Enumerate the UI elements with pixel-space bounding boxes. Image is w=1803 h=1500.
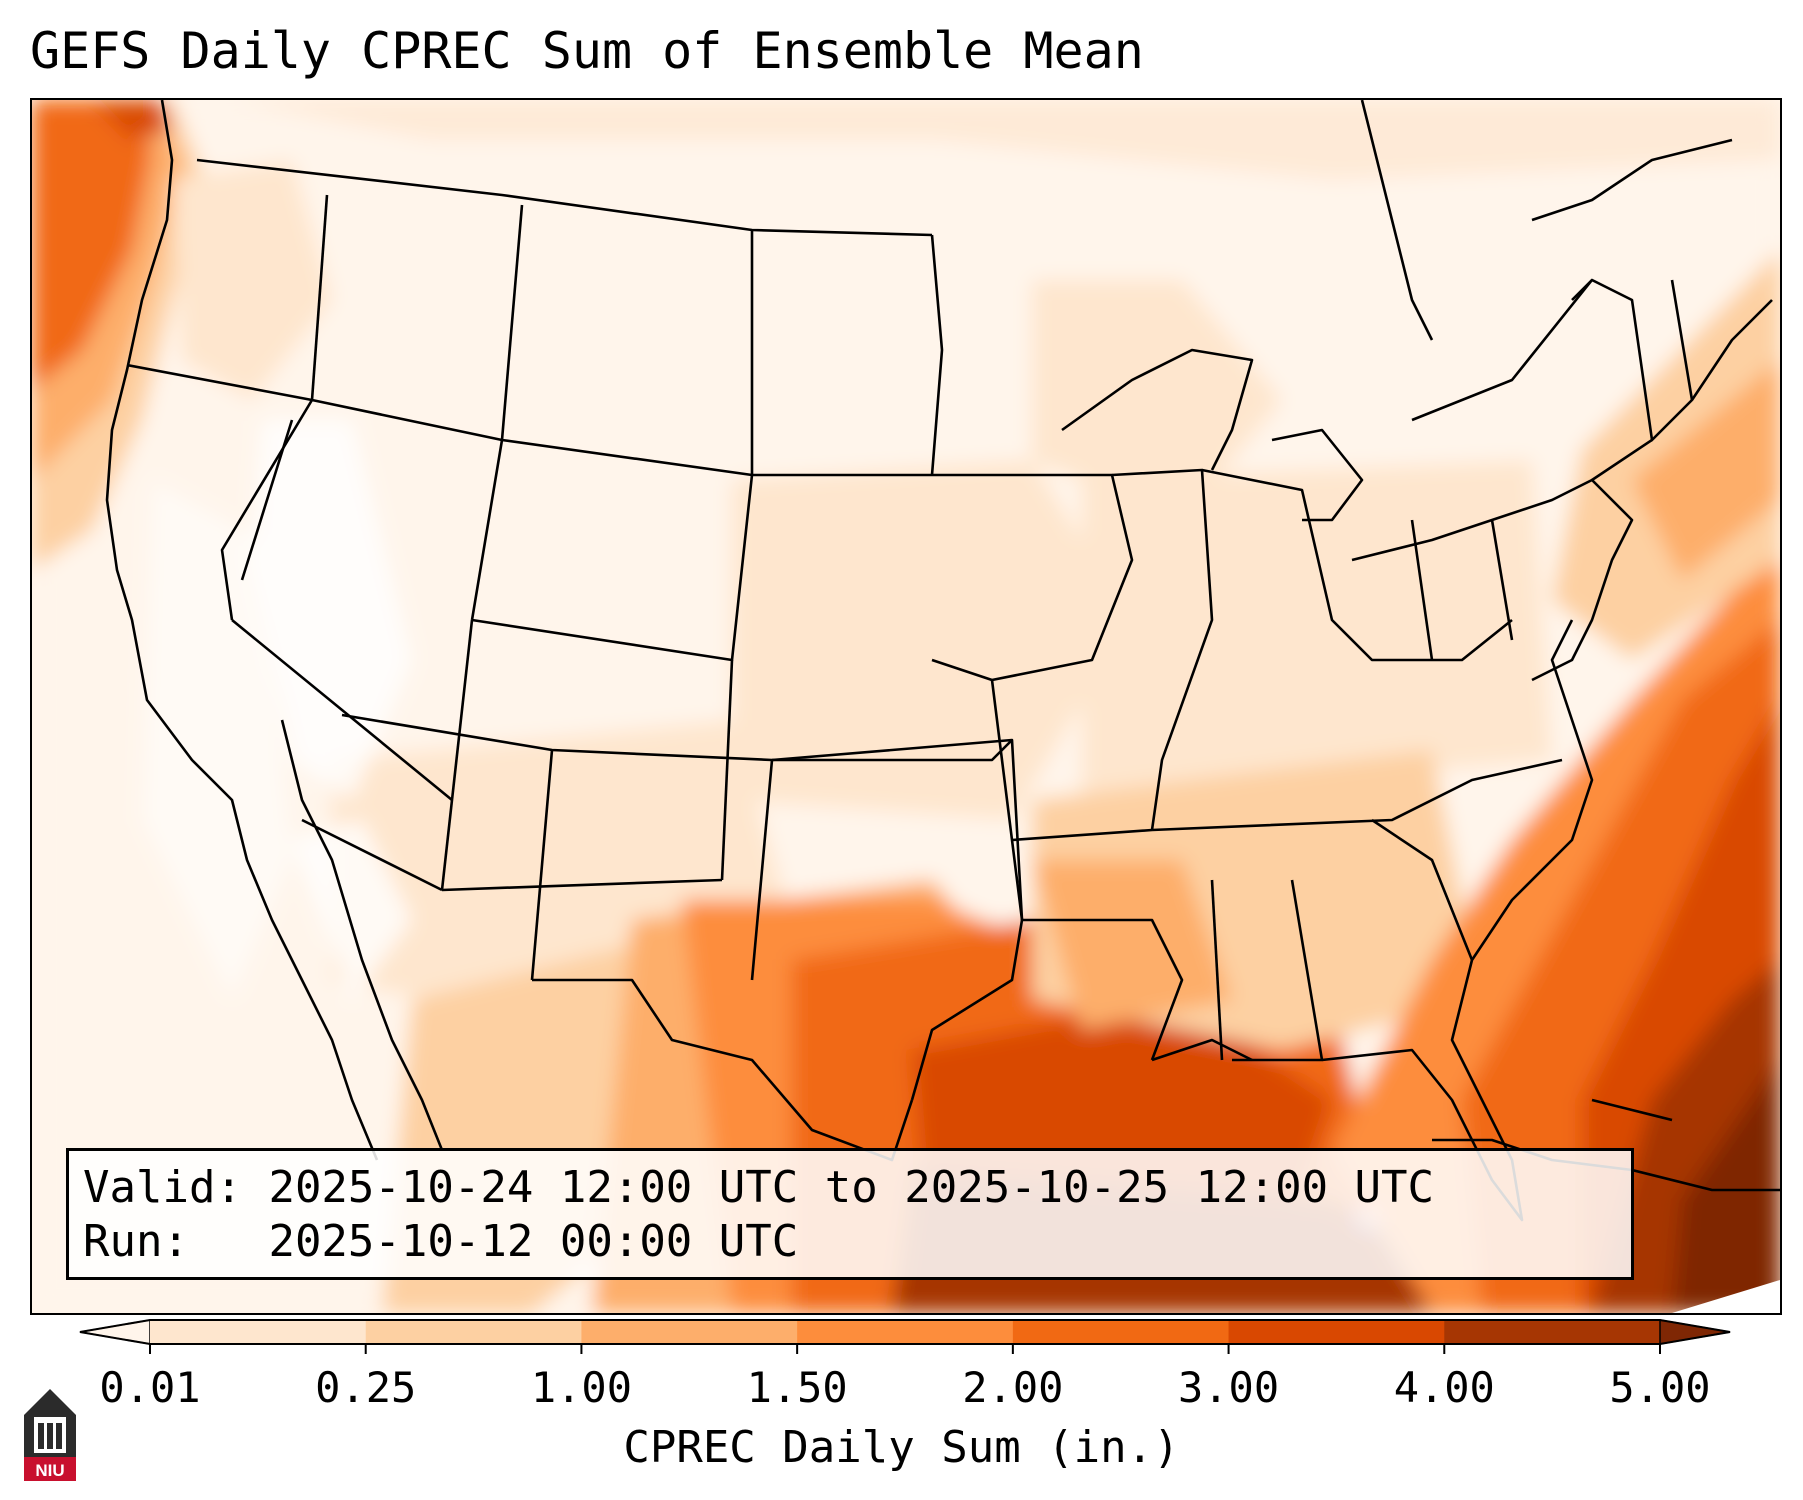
map-panel bbox=[30, 98, 1782, 1315]
colorbar-tick-label: 4.00 bbox=[1394, 1363, 1495, 1412]
run-time: 2025-10-12 00:00 UTC bbox=[268, 1216, 799, 1267]
colorbar: 0.01 0.25 1.00 1.50 2.00 3.00 4.00 5.00 bbox=[79, 1319, 1731, 1412]
niu-logo: NIU bbox=[24, 1389, 76, 1481]
valid-label: Valid: bbox=[83, 1162, 242, 1213]
colorbar-extend-high bbox=[1659, 1319, 1731, 1345]
run-line: Run: 2025-10-12 00:00 UTC bbox=[83, 1215, 1617, 1269]
run-label: Run: bbox=[83, 1216, 189, 1267]
valid-time-range: 2025-10-24 12:00 UTC to 2025-10-25 12:00… bbox=[268, 1162, 1435, 1213]
colorbar-ticks: 0.01 0.25 1.00 1.50 2.00 3.00 4.00 5.00 bbox=[99, 1344, 1711, 1412]
colorbar-tick-label: 0.01 bbox=[99, 1363, 200, 1412]
colorbar-tick-label: 1.00 bbox=[531, 1363, 632, 1412]
niu-logo-text: NIU bbox=[35, 1461, 64, 1480]
colorbar-tick-label: 1.50 bbox=[747, 1363, 848, 1412]
colorbar-segment bbox=[581, 1320, 798, 1344]
page-title: GEFS Daily CPREC Sum of Ensemble Mean bbox=[30, 22, 1144, 80]
colorbar-segment bbox=[1228, 1320, 1445, 1344]
colorbar-segments bbox=[79, 1319, 1731, 1345]
valid-run-info-box: Valid: 2025-10-24 12:00 UTC to 2025-10-2… bbox=[66, 1148, 1634, 1280]
colorbar-tick-label: 5.00 bbox=[1609, 1363, 1710, 1412]
colorbar-segment bbox=[365, 1320, 582, 1344]
colorbar-segment bbox=[1012, 1320, 1230, 1344]
colorbar-label: CPREC Daily Sum (in.) bbox=[623, 1422, 1180, 1473]
colorbar-tick-label: 0.25 bbox=[315, 1363, 416, 1412]
colorbar-tick-label: 2.00 bbox=[962, 1363, 1063, 1412]
colorbar-segment bbox=[797, 1320, 1014, 1344]
colorbar-extend-low bbox=[79, 1319, 151, 1345]
colorbar-tick-label: 3.00 bbox=[1178, 1363, 1279, 1412]
colorbar-segment bbox=[1444, 1320, 1661, 1344]
valid-line: Valid: 2025-10-24 12:00 UTC to 2025-10-2… bbox=[83, 1161, 1617, 1215]
colorbar-segment bbox=[150, 1320, 367, 1344]
precip-map bbox=[32, 100, 1780, 1313]
precip-field bbox=[32, 100, 1780, 1313]
